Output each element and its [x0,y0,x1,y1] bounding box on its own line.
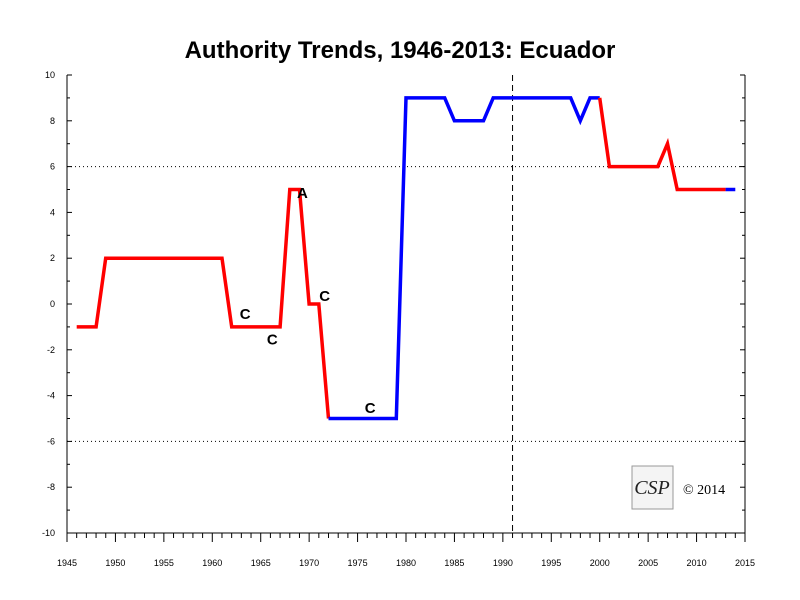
y-tick-label: 4 [50,207,55,217]
annotation-label: C [365,400,376,417]
chart-title: Authority Trends, 1946-2013: Ecuador [185,37,616,64]
x-tick-label: 1945 [57,558,77,568]
x-tick-label: 1965 [251,558,271,568]
x-tick-label: 1955 [154,558,174,568]
y-tick-label: -8 [47,482,55,492]
y-tick-label: -2 [47,345,55,355]
series-layer [76,96,736,421]
csp-logo: CSP [631,465,674,510]
series-line [76,187,331,419]
x-tick-label: 2000 [590,558,610,568]
series-line [328,96,600,421]
y-tick-label: 8 [50,116,55,126]
x-tick-label: 1950 [105,558,125,568]
series-line [597,97,726,192]
y-tick-label: -10 [42,528,55,538]
x-tick-label: 1960 [202,558,222,568]
logo-mark: CSP [634,477,670,499]
annotation-label: A [297,185,308,202]
y-tick-label: -6 [47,436,55,446]
x-tick-label: 2010 [687,558,707,568]
x-tick-label: 2015 [735,558,755,568]
annotation-label: C [267,331,278,348]
axes: 10 8 6 4 2 0 -2 -4 -6 -8 -10 1945 1950 1955 1960 1965 19… [42,70,755,568]
y-tick-label: -4 [47,391,55,401]
annotation-label: C [319,288,330,305]
x-tick-label: 1990 [493,558,513,568]
logo-box [631,465,674,510]
x-tick-label: 1995 [541,558,561,568]
x-tick-label: 1985 [444,558,464,568]
x-tick-label: 1980 [396,558,416,568]
y-tick-label: 10 [45,70,55,80]
x-tick-label: 1975 [348,558,368,568]
x-tick-label: 2005 [638,558,658,568]
y-tick-label: 2 [50,253,55,263]
y-tick-label: 6 [50,162,55,172]
y-tick-label: 0 [50,299,55,309]
copyright-text: © 2014 [683,483,725,498]
x-tick-label: 1970 [299,558,319,568]
annotation-label: C [240,306,251,323]
